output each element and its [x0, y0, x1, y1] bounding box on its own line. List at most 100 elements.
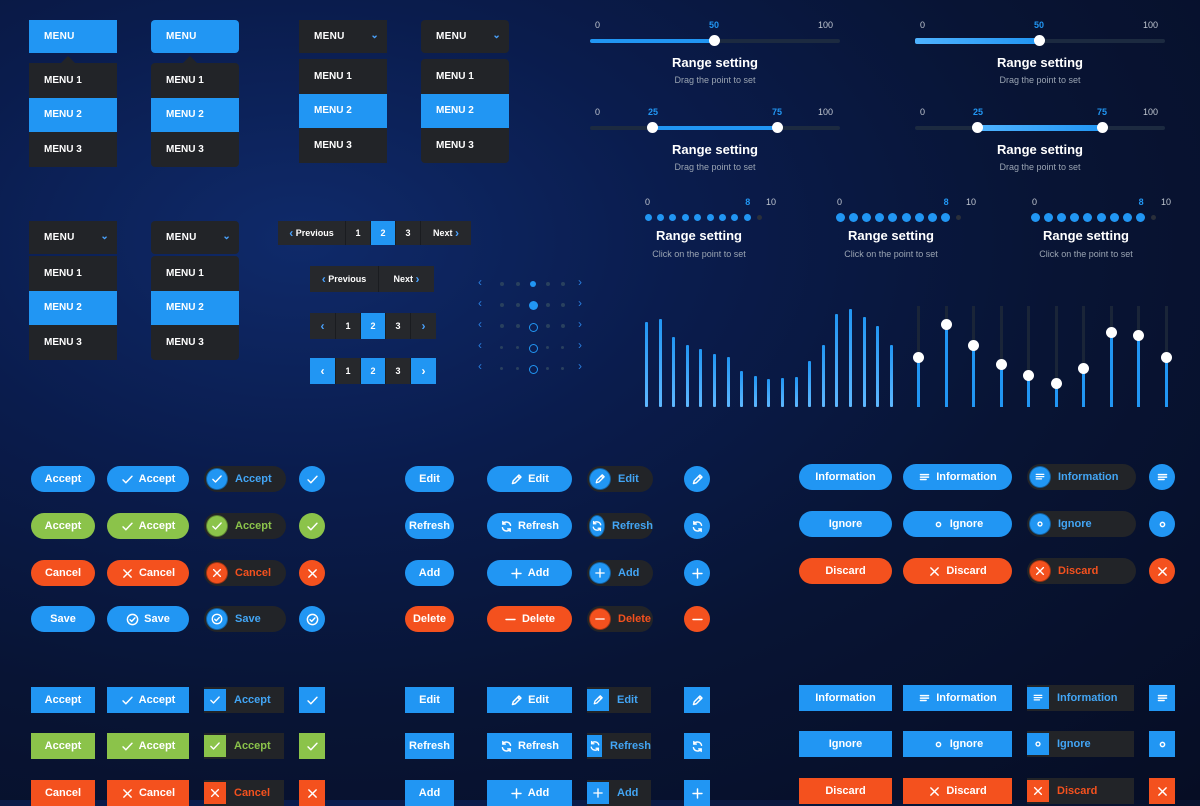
- slider-handle[interactable]: [1034, 35, 1045, 46]
- refresh-square-icon-button[interactable]: Refresh: [487, 733, 572, 759]
- menu-header-button[interactable]: MENU: [151, 20, 239, 53]
- equalizer-bar[interactable]: [672, 337, 676, 407]
- accept-button[interactable]: Accept: [31, 466, 95, 492]
- equalizer-bar[interactable]: [753, 376, 757, 407]
- ignore-square-button[interactable]: Ignore: [799, 731, 892, 757]
- chevron-left-icon[interactable]: ‹: [478, 359, 482, 373]
- equalizer-bar[interactable]: [658, 319, 662, 407]
- add-round-icon-button[interactable]: [684, 560, 710, 586]
- mixer-handle[interactable]: [1050, 377, 1062, 389]
- pager-dot[interactable]: [516, 324, 520, 328]
- cancel-square-outline-button[interactable]: Cancel: [204, 780, 284, 806]
- accept-square-button[interactable]: Accept: [31, 687, 95, 713]
- equalizer-bar[interactable]: [862, 317, 866, 407]
- step-dot[interactable]: [835, 212, 845, 222]
- page-3-button[interactable]: 3: [386, 313, 411, 339]
- equalizer-bar[interactable]: [645, 322, 648, 407]
- step-dot[interactable]: [743, 213, 751, 221]
- edit-outline-button[interactable]: Edit: [587, 466, 653, 492]
- mixer-handle[interactable]: [1160, 351, 1172, 363]
- step-dot[interactable]: [1056, 212, 1066, 222]
- add-button[interactable]: Add: [405, 560, 454, 586]
- pager-dot[interactable]: [546, 282, 550, 286]
- pager-dot[interactable]: [561, 345, 564, 349]
- menu-item-1[interactable]: MENU 1: [314, 70, 352, 82]
- add-square-outline-button[interactable]: Add: [587, 780, 651, 806]
- menu-item-2[interactable]: MENU 2: [29, 290, 117, 325]
- mixer-track[interactable]: [1054, 306, 1058, 407]
- accept-round-icon-button[interactable]: [299, 513, 325, 539]
- page-2-button[interactable]: 2: [361, 313, 386, 339]
- pager-dot[interactable]: [528, 364, 538, 374]
- pager-dot[interactable]: [500, 282, 504, 286]
- discard-square-icon-button[interactable]: Discard: [903, 778, 1012, 804]
- information-outline-button[interactable]: Information: [1027, 464, 1136, 490]
- accept-square-icon-only-button[interactable]: [299, 687, 325, 713]
- accept-square-icon-button[interactable]: Accept: [107, 733, 189, 759]
- accept-outline-button[interactable]: Accept: [204, 466, 286, 492]
- menu-item-2[interactable]: MENU 2: [151, 97, 239, 132]
- refresh-button[interactable]: Refresh: [405, 513, 454, 539]
- cancel-button[interactable]: Cancel: [31, 560, 95, 586]
- step-dot[interactable]: [861, 212, 871, 222]
- equalizer-bar[interactable]: [889, 345, 893, 407]
- edit-square-button[interactable]: Edit: [405, 687, 454, 713]
- edit-square-icon-only-button[interactable]: [684, 687, 710, 713]
- slider-low-handle[interactable]: [647, 122, 658, 133]
- edit-square-outline-button[interactable]: Edit: [587, 687, 651, 713]
- step-dot[interactable]: [694, 213, 702, 221]
- pager-dot[interactable]: [500, 345, 503, 349]
- ignore-icon-button[interactable]: Ignore: [903, 511, 1012, 537]
- chevron-left-icon[interactable]: ‹: [478, 275, 482, 289]
- refresh-icon-button[interactable]: Refresh: [487, 513, 572, 539]
- mixer-handle[interactable]: [1105, 327, 1117, 339]
- information-button[interactable]: Information: [799, 464, 892, 490]
- discard-outline-button[interactable]: Discard: [1027, 558, 1136, 584]
- information-square-icon-only-button[interactable]: [1149, 685, 1175, 711]
- mixer-handle[interactable]: [968, 340, 979, 352]
- step-dot[interactable]: [914, 212, 924, 222]
- pager-dot[interactable]: [528, 300, 538, 310]
- pager-dot[interactable]: [516, 303, 520, 307]
- menu-item-1[interactable]: MENU 1: [166, 74, 204, 86]
- equalizer-bar[interactable]: [835, 314, 839, 407]
- mixer-handle[interactable]: [1133, 330, 1144, 342]
- equalizer-bar[interactable]: [713, 354, 716, 407]
- pager-dot[interactable]: [528, 343, 538, 353]
- pager-dot[interactable]: [500, 303, 504, 307]
- discard-round-icon-button[interactable]: [1149, 558, 1175, 584]
- step-dot[interactable]: [1151, 214, 1157, 220]
- slider-low-handle[interactable]: [972, 122, 983, 133]
- slider-high-handle[interactable]: [772, 122, 783, 133]
- equalizer-bar[interactable]: [699, 349, 703, 407]
- menu-item-2[interactable]: MENU 2: [299, 93, 387, 128]
- mixer-track[interactable]: [999, 306, 1003, 407]
- cancel-outline-button[interactable]: Cancel: [204, 560, 286, 586]
- menu-item-2[interactable]: MENU 2: [151, 290, 239, 325]
- ignore-round-icon-button[interactable]: [1149, 511, 1175, 537]
- mixer-handle[interactable]: [1078, 362, 1089, 374]
- save-button[interactable]: Save: [31, 606, 95, 632]
- delete-button[interactable]: Delete: [405, 606, 454, 632]
- step-dot[interactable]: [941, 212, 951, 222]
- cancel-round-icon-button[interactable]: [299, 560, 325, 586]
- menu-item-1[interactable]: MENU 1: [44, 74, 82, 86]
- information-round-icon-button[interactable]: [1149, 464, 1175, 490]
- discard-square-outline-button[interactable]: Discard: [1027, 778, 1134, 804]
- prev-arrow-button[interactable]: ‹: [310, 313, 336, 339]
- step-dot[interactable]: [757, 214, 763, 220]
- chevron-right-icon[interactable]: ›: [578, 338, 582, 352]
- equalizer-bar[interactable]: [726, 357, 730, 407]
- chevron-right-icon[interactable]: ›: [578, 296, 582, 310]
- accept-square-icon-only-button[interactable]: [299, 733, 325, 759]
- equalizer-bar[interactable]: [849, 309, 852, 407]
- menu-header-button[interactable]: MENU: [29, 20, 117, 53]
- accept-square-button[interactable]: Accept: [31, 733, 95, 759]
- pager-dot[interactable]: [546, 303, 550, 307]
- discard-square-icon-only-button[interactable]: [1149, 778, 1175, 804]
- delete-outline-button[interactable]: Delete: [587, 606, 653, 632]
- prev-arrow-button[interactable]: ‹: [310, 358, 336, 384]
- accept-button[interactable]: Accept: [31, 513, 95, 539]
- pager-dot[interactable]: [546, 324, 550, 328]
- accept-icon-button[interactable]: Accept: [107, 466, 189, 492]
